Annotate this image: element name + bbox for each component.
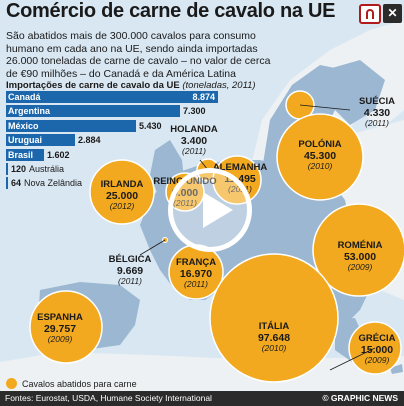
import-bar-value: 120 — [11, 164, 27, 174]
footer: Fontes: Eurostat, USDA, Humane Society I… — [0, 391, 404, 406]
import-bar — [6, 177, 8, 190]
page-title: Comércio de carne de cavalo na UE — [6, 0, 336, 22]
import-bar: Uruguai — [6, 134, 75, 147]
intro-text: São abatidos mais de 300.000 cavalos par… — [6, 30, 271, 80]
import-bar-country: Canadá — [8, 92, 41, 102]
import-bar-value: 1.602 — [47, 149, 70, 160]
import-bar-country: Austrália — [29, 164, 65, 174]
leader-belgium — [139, 239, 166, 256]
import-bar: Brasil — [6, 148, 44, 161]
import-bar-country: Brasil — [8, 149, 34, 160]
import-bar-country: Uruguai — [8, 135, 43, 146]
imports-unit: (toneladas, 2011) — [182, 80, 256, 91]
legend: Cavalos abatidos para carne — [6, 378, 137, 389]
legend-label: Cavalos abatidos para carne — [22, 378, 137, 389]
label-ireland: IRLANDA 25.000 (2012) — [100, 179, 144, 211]
import-bar-row: Uruguai 2.884 — [6, 134, 101, 147]
label-france: FRANÇA 16.970 (2011) — [175, 257, 217, 289]
label-sweden: SUÉCIA 4.330 (2011) — [359, 96, 395, 128]
import-bar — [6, 163, 8, 175]
label-romania: ROMÉNIA 53.000 (2009) — [337, 240, 383, 272]
footer-brand: © GRAPHIC NEWS — [322, 393, 398, 403]
import-bar-row: México 5.430 — [6, 119, 162, 132]
label-poland: POLÓNIA 45.300 (2010) — [298, 139, 342, 171]
land-cyprus — [390, 364, 403, 374]
imports-title: Importações de carne de cavalo da UE (to… — [6, 80, 256, 91]
import-bar-value: 7.300 — [183, 106, 206, 117]
import-bar-value: 5.430 — [139, 120, 162, 131]
label-netherlands: HOLANDA 3.400 (2011) — [170, 124, 218, 156]
close-icon[interactable]: ✕ — [383, 4, 402, 23]
bubble-ireland — [89, 159, 155, 225]
bubble-poland — [276, 113, 364, 201]
footer-source: Fontes: Eurostat, USDA, Humane Society I… — [5, 393, 212, 403]
magnet-logo-icon — [359, 4, 381, 24]
leader-greece — [329, 347, 376, 371]
import-bar-row: Argentina 7.300 — [6, 105, 206, 118]
play-button[interactable] — [168, 168, 252, 252]
import-bar-row: Canadá 8.874 — [6, 91, 218, 103]
import-bar-row: 120 Austrália — [6, 163, 64, 175]
import-bar-value: 2.884 — [78, 135, 101, 146]
import-bar-country: México — [8, 120, 39, 131]
import-bar-country: Nova Zelândia — [24, 178, 83, 189]
import-bar-value: 64 — [11, 178, 22, 189]
bubble-italy — [209, 253, 339, 383]
import-bar-row: 64 Nova Zelândia — [6, 177, 83, 190]
label-italy: ITÁLIA 97.648 (2010) — [257, 321, 291, 353]
bubble-romania — [312, 203, 404, 297]
imports-title-text: Importações de carne de cavalo da UE — [6, 80, 180, 91]
label-greece: GRÉCIA 15.000 (2009) — [358, 333, 396, 365]
bubble-spain — [29, 290, 103, 364]
label-belgium: BÉLGICA 9.669 (2011) — [108, 254, 152, 286]
import-bar: Canadá 8.874 — [6, 91, 218, 103]
play-icon — [203, 192, 233, 228]
import-bar-value: 8.874 — [192, 92, 215, 102]
leader-sweden — [299, 104, 351, 111]
legend-bubble-swatch — [6, 378, 17, 389]
import-bar: Argentina — [6, 105, 180, 118]
label-spain: ESPANHA 29.757 (2009) — [37, 312, 83, 344]
import-bar: México — [6, 119, 136, 132]
import-bar-row: Brasil 1.602 — [6, 148, 70, 161]
import-bar-country: Argentina — [8, 106, 51, 117]
